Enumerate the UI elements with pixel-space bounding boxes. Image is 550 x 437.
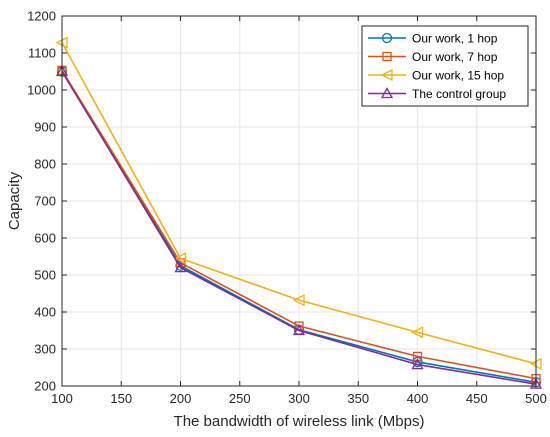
series-line <box>61 42 537 365</box>
y-tick-label: 1100 <box>28 46 56 61</box>
y-tick-label: 900 <box>34 120 56 135</box>
legend-entry-label: Our work, 7 hop <box>412 50 498 64</box>
x-tick-label: 400 <box>407 391 429 406</box>
x-tick-label: 450 <box>466 391 488 406</box>
y-tick-label: 400 <box>34 305 56 320</box>
x-tick-label: 100 <box>51 391 73 406</box>
y-tick-label: 200 <box>34 379 56 394</box>
data-point-marker <box>411 326 424 339</box>
y-tick-label: 1000 <box>27 83 56 98</box>
data-point-marker <box>529 377 543 389</box>
legend: Our work, 1 hop Our work, 7 hop Our work, … <box>361 25 529 107</box>
legend-entry-label: Our work, 15 hop <box>412 69 504 83</box>
series-line <box>61 71 537 385</box>
y-tick-label: 700 <box>34 194 56 209</box>
x-tick-label: 150 <box>110 391 132 406</box>
legend-entry-label: The control group <box>412 87 506 101</box>
data-point-marker <box>412 356 423 368</box>
x-tick-label: 500 <box>525 391 547 406</box>
y-axis-label: Capacity <box>6 171 23 230</box>
series-layer <box>55 36 543 389</box>
legend-marker <box>382 51 392 62</box>
x-tick-label: 250 <box>229 391 251 406</box>
axis-ticks: 100 150 200 250 300 350 400 450 500 200 300 400 500 6… <box>27 9 547 407</box>
legend-marker <box>380 87 394 99</box>
legend-entry-label: Our work, 1 hop <box>412 32 498 46</box>
data-point-marker <box>411 358 424 370</box>
legend-marker <box>381 32 393 44</box>
data-point-marker <box>174 261 187 273</box>
x-axis-label: The bandwidth of wireless link (Mbps) <box>174 413 425 430</box>
data-point-marker <box>174 252 187 265</box>
x-tick-label: 200 <box>170 391 192 406</box>
legend-marker <box>380 68 393 82</box>
x-tick-label: 300 <box>288 391 310 406</box>
x-tick-label: 350 <box>347 391 369 406</box>
y-tick-label: 600 <box>34 231 56 246</box>
y-tick-label: 1200 <box>27 9 56 24</box>
y-tick-label: 300 <box>34 342 56 357</box>
data-point-marker <box>292 294 305 307</box>
y-tick-label: 800 <box>34 157 56 172</box>
data-point-marker <box>292 324 306 336</box>
y-tick-label: 500 <box>34 268 56 283</box>
